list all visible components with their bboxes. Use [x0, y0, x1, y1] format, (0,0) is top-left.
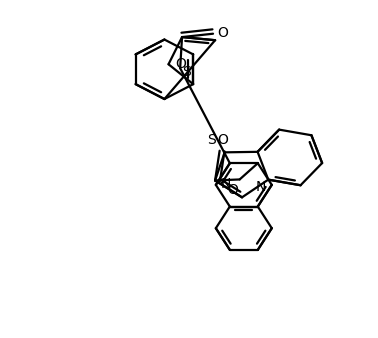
Text: O: O — [175, 56, 186, 71]
Text: S: S — [207, 133, 216, 147]
Text: N: N — [256, 179, 266, 194]
Text: S: S — [182, 66, 191, 79]
Text: O: O — [217, 133, 228, 147]
Text: O: O — [218, 26, 228, 40]
Text: O: O — [227, 183, 238, 197]
Text: N: N — [220, 177, 231, 191]
